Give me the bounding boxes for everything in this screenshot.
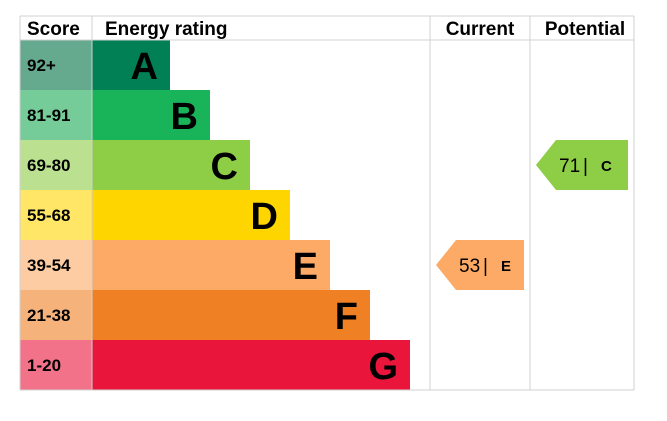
score-cell-d bbox=[20, 190, 92, 240]
score-cell-g bbox=[20, 340, 92, 390]
band-bar-a bbox=[92, 40, 170, 90]
band-bar-e bbox=[92, 240, 330, 290]
score-label-a: 92+ bbox=[27, 56, 56, 75]
band-bar-f bbox=[92, 290, 370, 340]
header-current: Current bbox=[446, 19, 515, 40]
header-row: Score Energy rating Current Potential bbox=[27, 19, 625, 40]
current-rating-separator: | bbox=[483, 256, 488, 277]
score-label-b: 81-91 bbox=[27, 106, 70, 125]
potential-rating-letter: C bbox=[601, 158, 612, 175]
score-cell-e bbox=[20, 240, 92, 290]
current-rating-letter: E bbox=[501, 258, 511, 275]
potential-rating-arrow bbox=[536, 140, 628, 190]
band-letter-c: C bbox=[211, 146, 238, 188]
band-letter-e: E bbox=[293, 246, 318, 288]
header-score: Score bbox=[27, 19, 80, 40]
band-letter-g: G bbox=[368, 346, 398, 388]
score-label-d: 55-68 bbox=[27, 206, 70, 225]
potential-rating-separator: | bbox=[583, 156, 588, 177]
potential-rating-value: 71 bbox=[559, 156, 580, 177]
score-cell-c bbox=[20, 140, 92, 190]
score-cell-f bbox=[20, 290, 92, 340]
score-cell-b bbox=[20, 90, 92, 140]
band-bar-d bbox=[92, 190, 290, 240]
rating-bands: 92+ A 81-91 B 69-80 C 55-68 D 39-54 E 21-38 F 1-20 G bbox=[20, 40, 410, 390]
header-energy-rating: Energy rating bbox=[105, 19, 227, 40]
current-rating-value: 53 bbox=[459, 256, 480, 277]
current-rating-arrow bbox=[436, 240, 524, 290]
header-potential: Potential bbox=[545, 19, 625, 40]
score-cell-a bbox=[20, 40, 92, 90]
score-label-g: 1-20 bbox=[27, 356, 61, 375]
band-letter-b: B bbox=[171, 96, 198, 138]
band-letter-d: D bbox=[251, 196, 278, 238]
band-bar-g bbox=[92, 340, 410, 390]
band-letter-a: A bbox=[131, 46, 158, 88]
score-label-e: 39-54 bbox=[27, 256, 71, 275]
band-bar-b bbox=[92, 90, 210, 140]
band-bar-c bbox=[92, 140, 250, 190]
score-label-c: 69-80 bbox=[27, 156, 70, 175]
rating-indicators: 53 | E71 | C bbox=[436, 140, 628, 290]
table-grid bbox=[19, 15, 635, 391]
band-letter-f: F bbox=[335, 296, 358, 338]
score-label-f: 21-38 bbox=[27, 306, 70, 325]
